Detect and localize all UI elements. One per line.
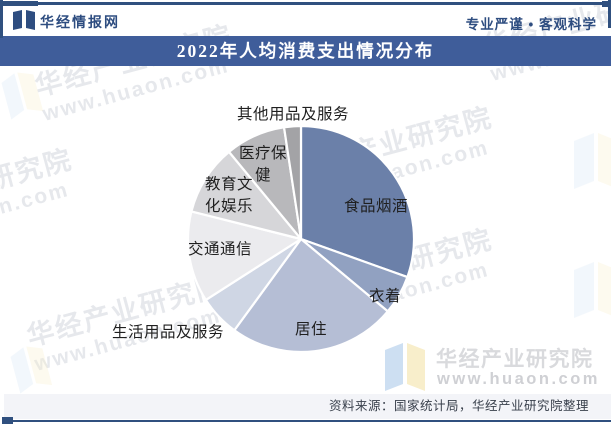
pie-slice-4 (186, 210, 303, 302)
page-title: 2022年人均消费支出情况分布 (176, 41, 435, 61)
slice-label-other-goods: 其他用品及服务 (237, 106, 350, 123)
slice-label-housing: 居住 (295, 321, 328, 338)
pie-slice-0 (299, 124, 416, 279)
frame-nub-top-right (602, 1, 611, 7)
frame-nub-bottom-left (2, 417, 13, 424)
title-bar: 2022年人均消费支出情况分布 (0, 36, 611, 66)
watermark-book-logo-icon (574, 262, 611, 318)
header-slogan: 专业严谨 • 客观科学 (465, 17, 597, 32)
watermark-url: www.huaon.com (437, 370, 600, 388)
slice-label-food-tobacco-alcohol: 食品烟酒 (344, 198, 409, 215)
slice-label-household-goods: 生活用品及服务 (112, 324, 225, 341)
slice-label-transport-comm: 交通通信 (188, 241, 253, 258)
slice-label-healthcare: 医疗保健 (238, 145, 287, 184)
frame-line-left (0, 0, 3, 38)
pie-slice-5 (190, 150, 303, 241)
pie-slice-2 (233, 237, 389, 354)
frame-line-right (608, 0, 611, 28)
frame-line-top (0, 2, 611, 5)
slice-label-education-culture: 教育文化娱乐 (204, 176, 253, 215)
frame-line-bottom (2, 419, 611, 422)
source-text: 资料来源：国家统计局，华经产业研究院整理 (328, 399, 589, 413)
watermark-book-logo-icon (10, 346, 53, 394)
watermark-book-logo-icon (574, 133, 611, 189)
watermark-text: 华经产业研究院 (436, 348, 594, 371)
frame-nub-top-left (0, 1, 38, 6)
pie-slice-7 (282, 124, 303, 241)
header: 华经情报网 专业严谨 • 客观科学 (0, 5, 611, 36)
watermark-book-logo-icon (385, 343, 425, 391)
slice-label-clothing: 衣着 (369, 288, 402, 305)
watermark-book-logo-icon (1, 72, 44, 120)
brand-book-logo-icon (13, 10, 35, 30)
brand-name: 华经情报网 (40, 14, 120, 30)
source-bar: 资料来源：国家统计局，华经产业研究院整理 (4, 394, 611, 419)
